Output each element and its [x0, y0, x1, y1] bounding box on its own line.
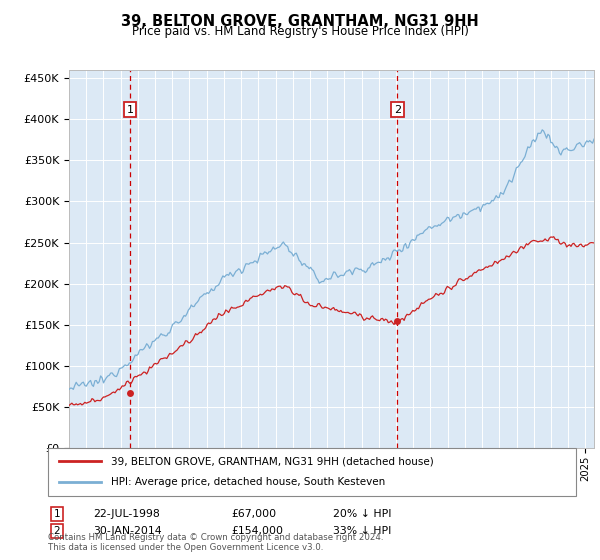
Text: 1: 1	[127, 105, 134, 115]
Text: Contains HM Land Registry data © Crown copyright and database right 2024.
This d: Contains HM Land Registry data © Crown c…	[48, 533, 383, 552]
Text: 39, BELTON GROVE, GRANTHAM, NG31 9HH: 39, BELTON GROVE, GRANTHAM, NG31 9HH	[121, 14, 479, 29]
Text: 2: 2	[394, 105, 401, 115]
Text: £154,000: £154,000	[231, 526, 283, 536]
FancyBboxPatch shape	[48, 448, 576, 496]
Text: 2: 2	[53, 526, 61, 536]
Text: 1: 1	[53, 509, 61, 519]
Text: 22-JUL-1998: 22-JUL-1998	[93, 509, 160, 519]
Text: 30-JAN-2014: 30-JAN-2014	[93, 526, 161, 536]
Text: HPI: Average price, detached house, South Kesteven: HPI: Average price, detached house, Sout…	[112, 477, 386, 487]
Text: 33% ↓ HPI: 33% ↓ HPI	[333, 526, 391, 536]
Text: £67,000: £67,000	[231, 509, 276, 519]
Text: Price paid vs. HM Land Registry's House Price Index (HPI): Price paid vs. HM Land Registry's House …	[131, 25, 469, 38]
Text: 39, BELTON GROVE, GRANTHAM, NG31 9HH (detached house): 39, BELTON GROVE, GRANTHAM, NG31 9HH (de…	[112, 456, 434, 466]
Text: 20% ↓ HPI: 20% ↓ HPI	[333, 509, 392, 519]
